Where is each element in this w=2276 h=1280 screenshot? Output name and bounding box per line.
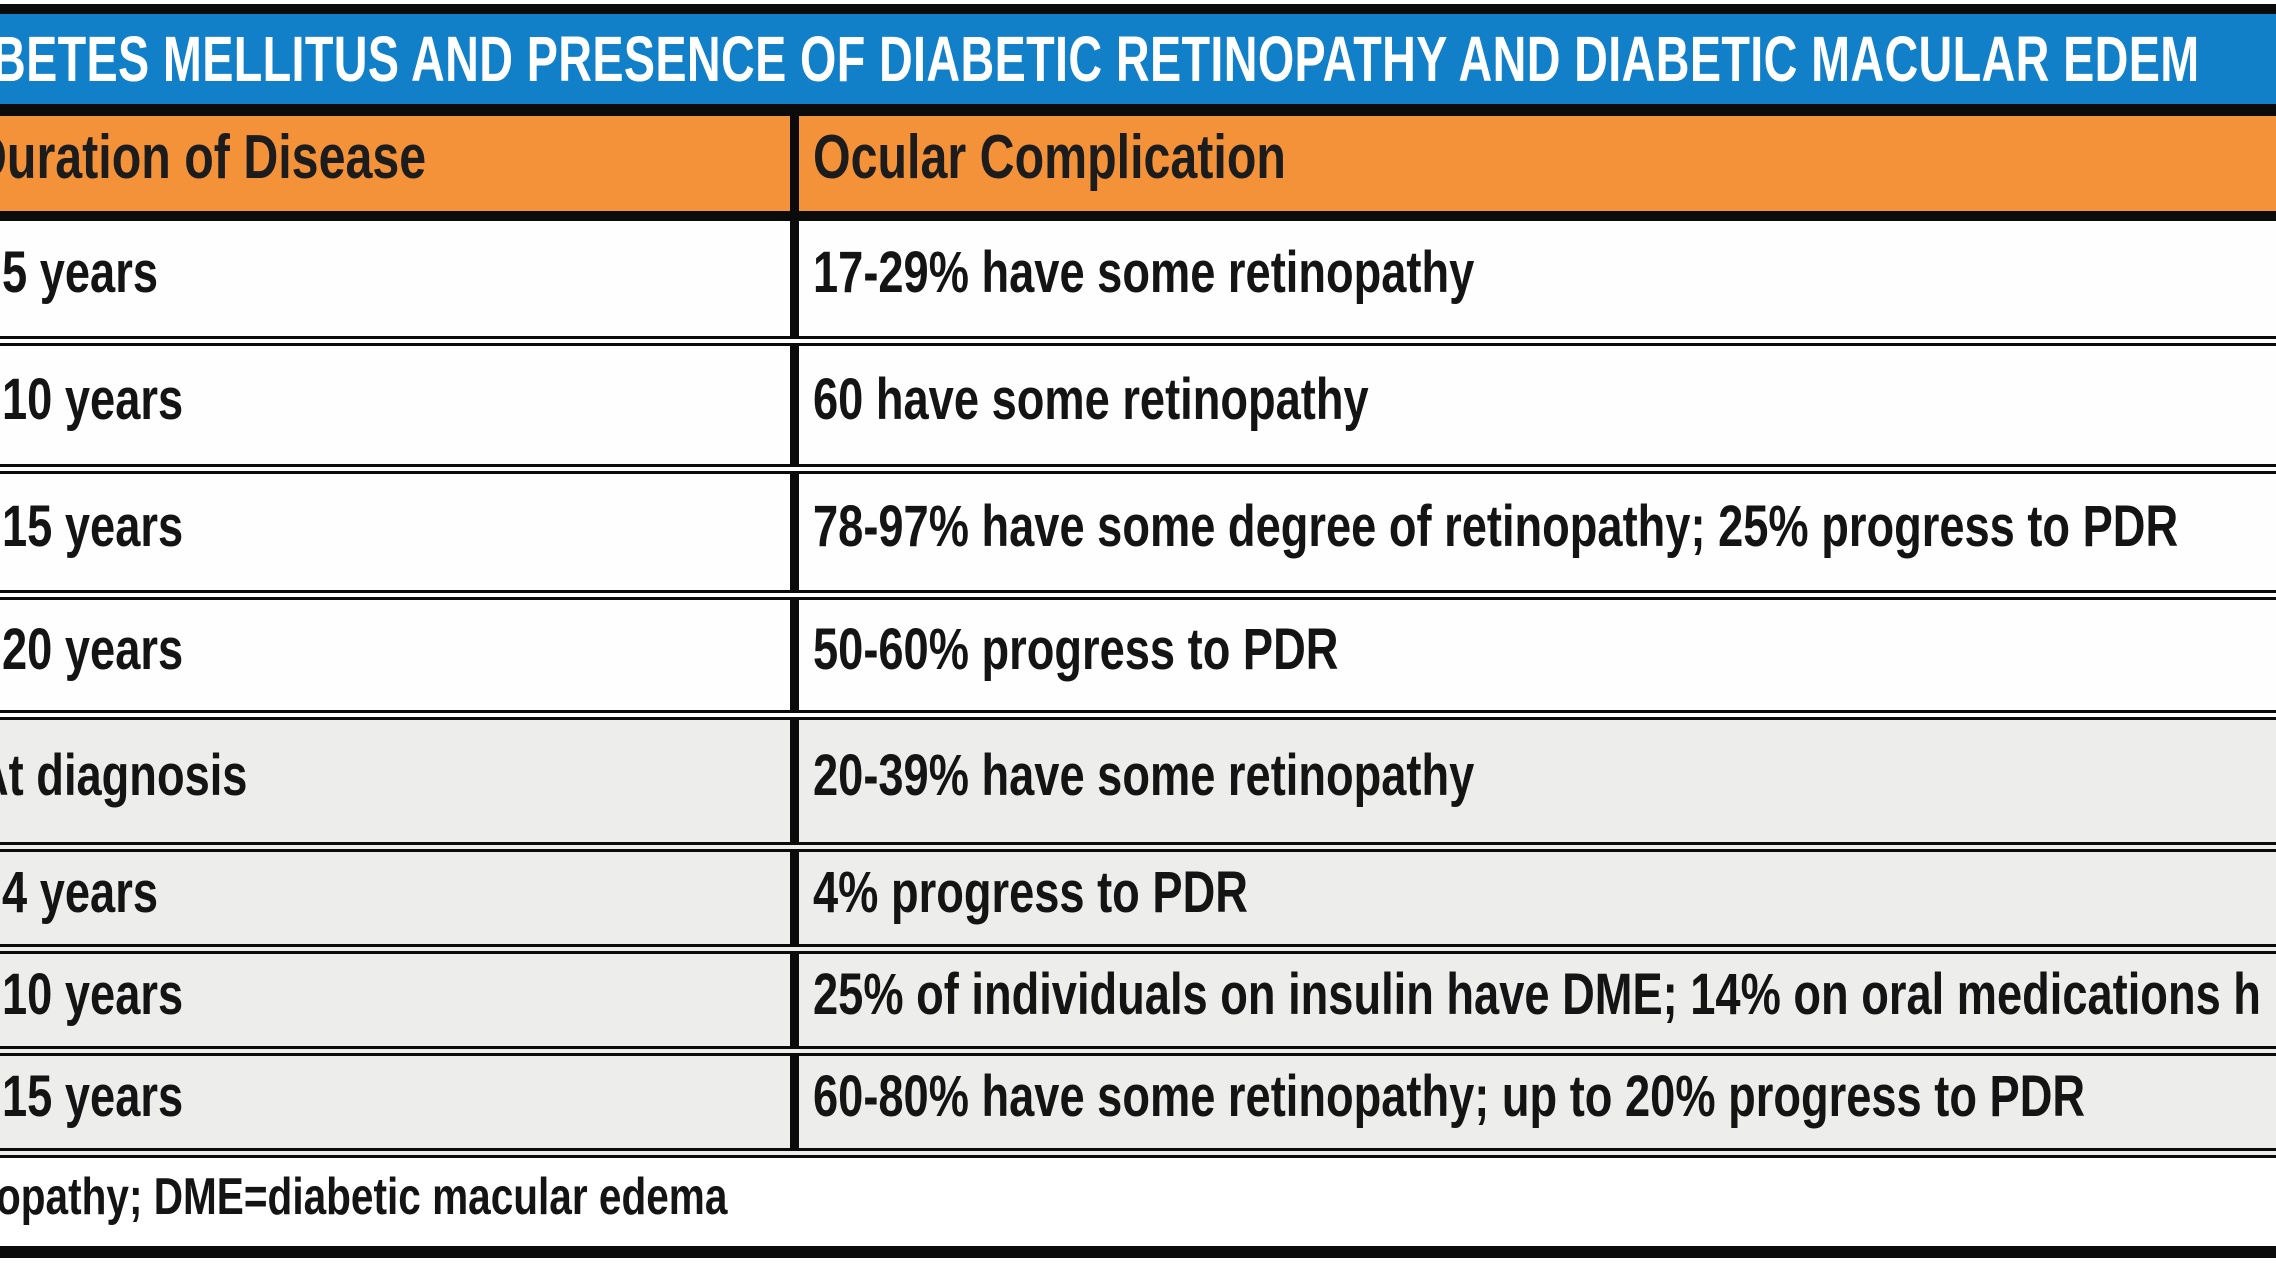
complication-text: 17-29% have some retinopathy (813, 240, 1475, 305)
cell-complication: 20-39% have some retinopathy (790, 720, 2276, 842)
cell-complication: 50-60% progress to PDR (790, 600, 2276, 710)
table-header-row: Duration of Disease Ocular Complication (0, 116, 2276, 221)
cell-complication: 78-97% have some degree of retinopathy; … (790, 474, 2276, 590)
duration-text: At diagnosis (0, 742, 248, 808)
cell-duration: 10 years (0, 954, 790, 1046)
duration-text: 5 years (2, 240, 158, 305)
header-cell-duration: Duration of Disease (0, 116, 790, 211)
table-row: 15 years 78-97% have some degree of retin… (0, 474, 2276, 600)
cell-duration: 20 years (0, 600, 790, 710)
cell-duration: 15 years (0, 474, 790, 590)
table-footnote: opathy; DME=diabetic macular edema (0, 1168, 728, 1226)
duration-text: 4 years (2, 859, 158, 925)
data-table: Duration of Disease Ocular Complication … (0, 116, 2276, 1258)
complication-text: 4% progress to PDR (813, 859, 1248, 925)
cell-complication: 17-29% have some retinopathy (790, 221, 2276, 336)
cell-duration: 15 years (0, 1056, 790, 1148)
table-row: 15 years 60-80% have some retinopathy; up… (0, 1056, 2276, 1158)
table-title: BETES MELLITUS AND PRESENCE OF DIABETIC … (0, 23, 2200, 95)
table-row: At diagnosis 20-39% have some retinopathy (0, 720, 2276, 852)
cell-complication: 60 have some retinopathy (790, 346, 2276, 464)
duration-text: 20 years (2, 616, 184, 682)
table-row: 20 years 50-60% progress to PDR (0, 600, 2276, 720)
duration-text: 15 years (2, 493, 184, 559)
complication-text: 50-60% progress to PDR (813, 616, 1339, 682)
duration-text: 10 years (2, 366, 184, 432)
table-row: 5 years 17-29% have some retinopathy (0, 221, 2276, 346)
cell-duration: 5 years (0, 221, 790, 336)
header-complication-label: Ocular Complication (813, 123, 1286, 192)
table-row: 10 years 60 have some retinopathy (0, 346, 2276, 474)
duration-text: 15 years (2, 1063, 184, 1129)
top-margin (0, 0, 2276, 4)
complication-text: 60-80% have some retinopathy; up to 20% … (813, 1063, 2086, 1129)
cell-duration: 10 years (0, 346, 790, 464)
cell-duration: 4 years (0, 852, 790, 944)
table-title-bar: BETES MELLITUS AND PRESENCE OF DIABETIC … (0, 4, 2276, 116)
cell-duration: At diagnosis (0, 720, 790, 842)
table-row: 10 years 25% of individuals on insulin ha… (0, 954, 2276, 1056)
cell-complication: 4% progress to PDR (790, 852, 2276, 944)
header-cell-complication: Ocular Complication (790, 116, 2276, 211)
complication-text: 78-97% have some degree of retinopathy; … (813, 493, 2179, 559)
complication-text: 20-39% have some retinopathy (813, 742, 1475, 808)
complication-text: 60 have some retinopathy (813, 366, 1369, 432)
cell-complication: 25% of individuals on insulin have DME; … (790, 954, 2276, 1046)
cell-complication: 60-80% have some retinopathy; up to 20% … (790, 1056, 2276, 1148)
table-row: 4 years 4% progress to PDR (0, 852, 2276, 954)
complication-text: 25% of individuals on insulin have DME; … (813, 961, 2261, 1027)
table-body: 5 years 17-29% have some retinopathy 10 ye… (0, 221, 2276, 1158)
table-footnote-row: opathy; DME=diabetic macular edema (0, 1158, 2276, 1258)
header-duration-label: Duration of Disease (0, 123, 427, 192)
duration-text: 10 years (2, 961, 184, 1027)
